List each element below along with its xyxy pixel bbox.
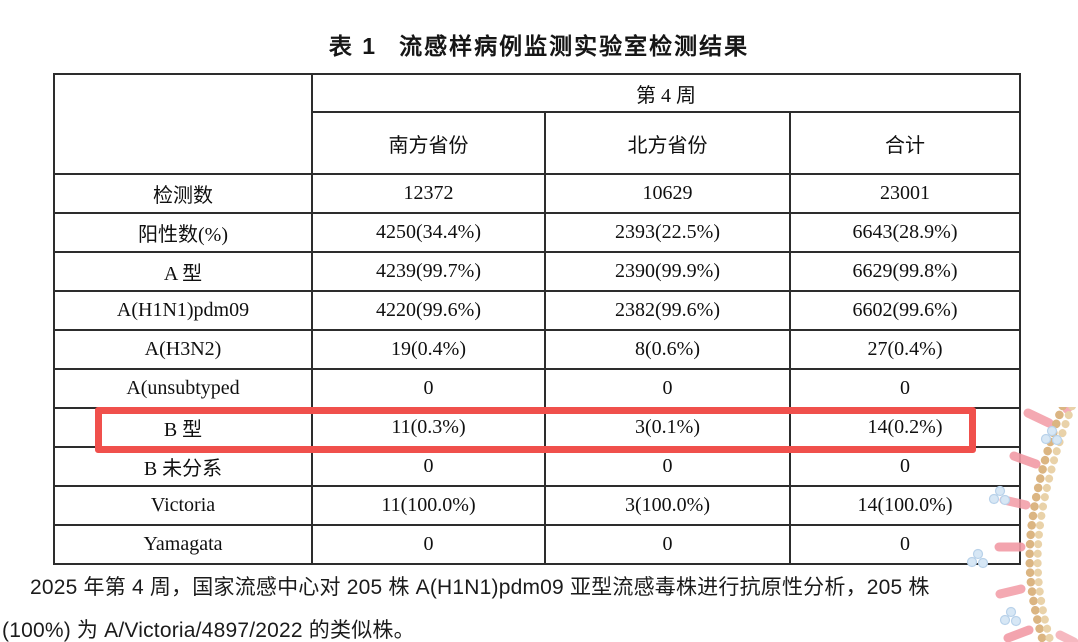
row-label: A(H3N2): [53, 329, 313, 370]
column-header-south: 南方省份: [311, 111, 546, 175]
table-number-label: 表 1: [328, 33, 378, 59]
value-cell: 27(0.4%): [788, 329, 1022, 370]
value-cell: 4239(99.7%): [311, 251, 546, 292]
value-cell: 2382(99.6%): [544, 290, 791, 331]
value-cell: 0: [544, 446, 791, 487]
value-cell: 4220(99.6%): [311, 290, 546, 331]
table-row-b-unlineaged: B 未分系 0 0 0: [53, 446, 1022, 487]
column-header-total: 合计: [788, 111, 1022, 175]
value-cell: 12372: [311, 173, 546, 214]
value-cell: 11(0.3%): [311, 407, 546, 448]
value-cell: 0: [544, 524, 791, 565]
row-label: A(H1N1)pdm09: [53, 290, 313, 331]
row-label: 阳性数(%): [53, 212, 313, 253]
table-row-positive: 阳性数(%) 4250(34.4%) 2393(22.5%) 6643(28.9…: [53, 212, 1022, 253]
row-label: A(unsubtyped: [53, 368, 313, 409]
table-row-victoria: Victoria 11(100.0%) 3(100.0%) 14(100.0%): [53, 485, 1022, 526]
table-row-type-b: B 型 11(0.3%) 3(0.1%) 14(0.2%): [53, 407, 1022, 448]
value-cell: 0: [544, 368, 791, 409]
value-cell: 0: [311, 446, 546, 487]
week-header: 第 4 周: [310, 73, 1022, 113]
table-title-text: 流感样病例监测实验室检测结果: [399, 33, 750, 59]
value-cell: 4250(34.4%): [311, 212, 546, 253]
value-cell: 0: [311, 524, 546, 565]
row-label: B 型: [53, 407, 313, 448]
value-cell: 23001: [788, 173, 1022, 214]
value-cell: 0: [311, 368, 546, 409]
value-cell: 2390(99.9%): [544, 251, 791, 292]
footnote-line-2: (100%) 为 A/Victoria/4897/2022 的类似株。: [2, 619, 415, 642]
value-cell: 6643(28.9%): [788, 212, 1022, 253]
value-cell: 3(100.0%): [544, 485, 791, 526]
value-cell: 3(0.1%): [544, 407, 791, 448]
table-row-a-unsubtyped: A(unsubtyped 0 0 0: [53, 368, 1022, 409]
value-cell: 2393(22.5%): [544, 212, 791, 253]
value-cell: 6629(99.8%): [788, 251, 1022, 292]
column-header-north: 北方省份: [544, 111, 791, 175]
value-cell: 0: [788, 368, 1022, 409]
footnote-line-1: 2025 年第 4 周，国家流感中心对 205 株 A(H1N1)pdm09 亚…: [30, 576, 930, 599]
corner-empty-cell: [53, 73, 313, 175]
table-row-yamagata: Yamagata 0 0 0: [53, 524, 1022, 565]
table-row-tested: 检测数 12372 10629 23001: [53, 173, 1022, 214]
table-row-type-a: A 型 4239(99.7%) 2390(99.9%) 6629(99.8%): [53, 251, 1022, 292]
value-cell: 11(100.0%): [311, 485, 546, 526]
value-cell: 8(0.6%): [544, 329, 791, 370]
row-label: Victoria: [53, 485, 313, 526]
row-label: B 未分系: [53, 446, 313, 487]
page-title: 表 1 流感样病例监测实验室检测结果: [0, 27, 1078, 61]
table-row-h1n1pdm09: A(H1N1)pdm09 4220(99.6%) 2382(99.6%) 660…: [53, 290, 1022, 331]
table-row-h3n2: A(H3N2) 19(0.4%) 8(0.6%) 27(0.4%): [53, 329, 1022, 370]
value-cell: 6602(99.6%): [788, 290, 1022, 331]
row-label: Yamagata: [53, 524, 313, 565]
value-cell: 19(0.4%): [311, 329, 546, 370]
value-cell: 10629: [544, 173, 791, 214]
row-label: A 型: [53, 251, 313, 292]
results-table: 第 4 周 南方省份 北方省份 合计 检测数 12372 10629 23001…: [53, 73, 1022, 565]
virus-membrane-decoration: [966, 407, 1078, 642]
row-label: 检测数: [53, 173, 313, 214]
